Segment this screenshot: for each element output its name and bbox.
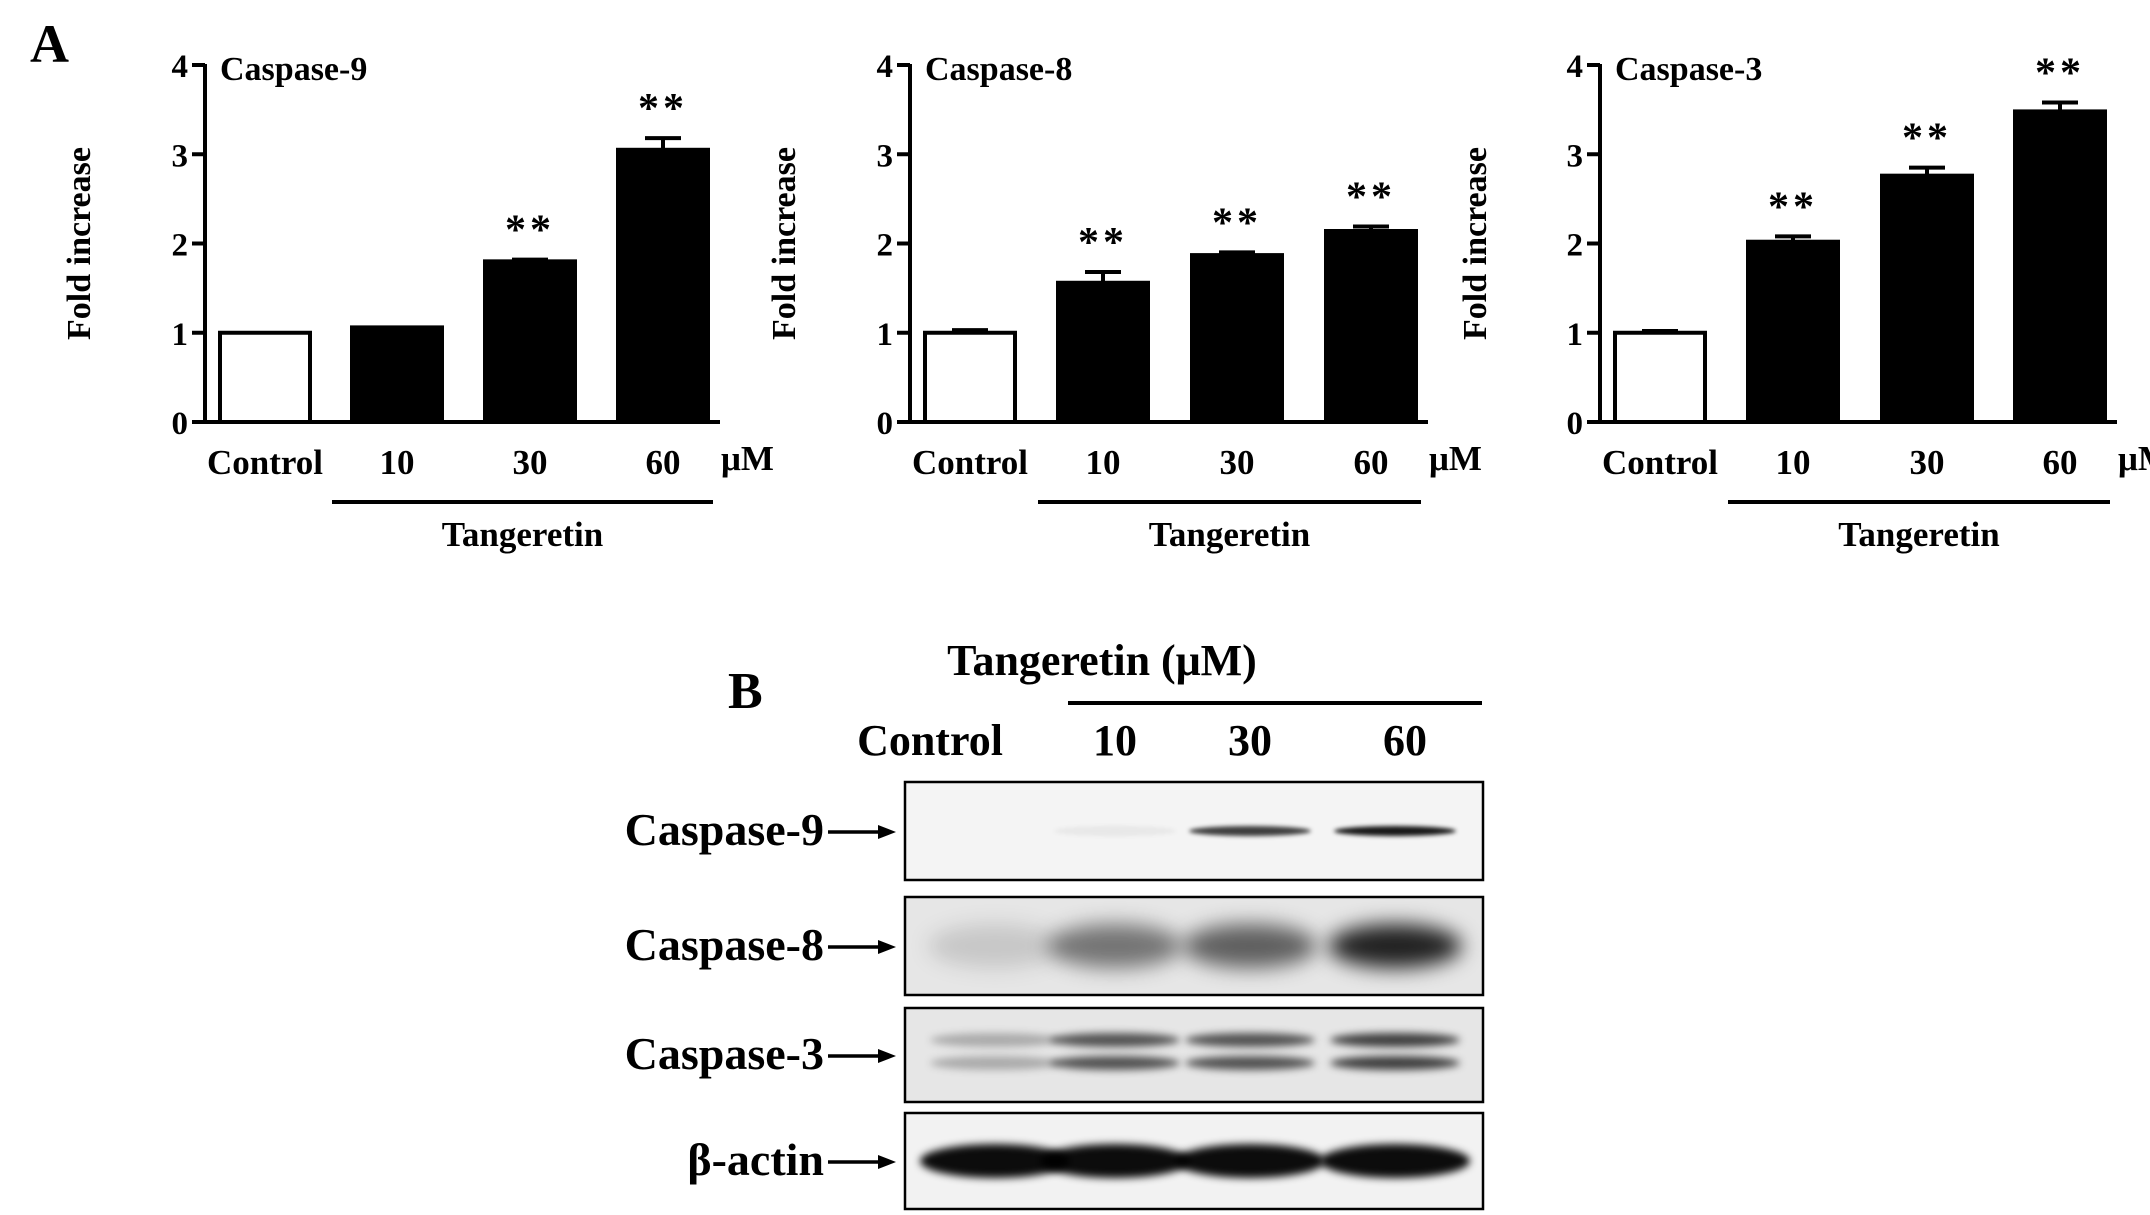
band [930, 1056, 1060, 1070]
bar-caspase-3-control [1613, 330, 1707, 424]
significance-marker: ** [505, 208, 555, 254]
blot-row-label: Caspase-9 [625, 804, 824, 855]
significance-marker: ** [1078, 220, 1128, 266]
arrow-icon [878, 1049, 896, 1063]
unit-label: μM [2118, 439, 2150, 478]
bar-caspase-9-10 [350, 325, 444, 424]
y-tick-label: 2 [877, 228, 894, 264]
y-tick-label: 3 [1567, 138, 1584, 174]
bar-caspase-3-10 [1746, 239, 1840, 424]
blot-box-caspase-3 [903, 1006, 1485, 1104]
lane-label: 30 [1228, 716, 1272, 765]
y-tick-label: 4 [1567, 49, 1584, 85]
y-tick-label: 0 [172, 406, 189, 442]
band [930, 1033, 1060, 1047]
caspase-3-chart: 0 1 2 3 4 Fold increase Caspase-3 Control ** 10 **… [1457, 49, 2150, 554]
bar-caspase-8-60 [1324, 229, 1418, 424]
y-tick-label: 3 [877, 138, 894, 174]
band [1048, 924, 1182, 968]
y-tick-label: 2 [1567, 228, 1584, 264]
y-tick-label: 4 [877, 49, 894, 85]
bar-caspase-3-30 [1880, 173, 1974, 424]
band [1320, 1144, 1470, 1178]
blot-header: Tangeretin (μM) [947, 636, 1257, 685]
bar-caspase-9-30 [483, 259, 577, 424]
x-tick-label: Control [207, 443, 323, 482]
bar-caspase-3-60 [2013, 109, 2107, 424]
significance-marker: ** [1768, 184, 1818, 230]
band [1040, 1144, 1190, 1178]
x-tick-label: 10 [380, 443, 415, 482]
x-tick-label: 10 [1776, 443, 1811, 482]
blot-row-label: Caspase-3 [625, 1028, 824, 1079]
band [1185, 1056, 1315, 1070]
significance-marker: ** [1346, 175, 1396, 221]
y-tick-label: 0 [1567, 406, 1584, 442]
x-tick-label: 60 [1354, 443, 1389, 482]
x-tick-label: 60 [2043, 443, 2078, 482]
band [1050, 1056, 1180, 1070]
x-tick-label: Control [1602, 443, 1718, 482]
blot-row-label: β-actin [687, 1134, 824, 1185]
blot-row-label: Caspase-8 [625, 919, 824, 970]
band [1183, 924, 1317, 968]
significance-marker: ** [1212, 200, 1262, 246]
chart-title: Caspase-3 [1615, 51, 1762, 88]
lane-label: 10 [1093, 716, 1137, 765]
x-tick-label: 30 [1910, 443, 1945, 482]
band [1185, 1033, 1315, 1047]
x-tick-label: 30 [513, 443, 548, 482]
group-label: Tangeretin [1838, 515, 1999, 554]
bar-caspase-8-10 [1056, 280, 1150, 424]
chart-title: Caspase-9 [220, 51, 367, 88]
y-axis-label: Fold increase [61, 147, 98, 340]
caspase-9-chart: 0 1 2 3 4 Fold increase Caspase-9 Control 10 ** 30… [61, 49, 774, 554]
bar-caspase-9-60 [616, 147, 710, 424]
bar-caspase-8-control [923, 330, 1017, 424]
y-tick-label: 2 [172, 228, 189, 264]
panel-label-b: B [728, 663, 763, 720]
y-tick-label: 1 [172, 317, 189, 353]
chart-title: Caspase-8 [925, 51, 1072, 88]
unit-label: μM [1429, 439, 1482, 478]
band [1334, 826, 1456, 836]
lane-label: Control [857, 716, 1003, 765]
y-axis-label: Fold increase [1457, 147, 1494, 340]
band [1175, 1144, 1325, 1178]
band [1330, 1056, 1460, 1070]
significance-marker: ** [1902, 116, 1952, 162]
western-blot: Control 10 30 60 Caspase-9 Caspase-8 Caspase-3… [625, 716, 1485, 1211]
band [1328, 924, 1462, 968]
y-tick-label: 1 [1567, 317, 1584, 353]
bar-caspase-9-control [218, 330, 312, 424]
band [1054, 826, 1176, 836]
significance-marker: ** [2035, 50, 2085, 96]
bar-caspase-8-30 [1190, 253, 1284, 424]
y-tick-label: 3 [172, 138, 189, 174]
unit-label: μM [721, 439, 774, 478]
x-tick-label: 10 [1086, 443, 1121, 482]
band [1050, 1033, 1180, 1047]
group-label: Tangeretin [442, 515, 603, 554]
group-label: Tangeretin [1149, 515, 1310, 554]
y-axis-label: Fold increase [766, 147, 803, 340]
arrow-icon [878, 940, 896, 954]
band [1189, 826, 1311, 836]
significance-marker: ** [638, 86, 688, 132]
x-tick-label: 30 [1220, 443, 1255, 482]
x-tick-label: Control [912, 443, 1028, 482]
arrow-icon [878, 1155, 896, 1169]
band [928, 924, 1062, 968]
caspase-8-chart: 0 1 2 3 4 Fold increase Caspase-8 Control ** 10 **… [766, 49, 1482, 554]
panel-label-a: A [30, 14, 69, 74]
arrow-icon [878, 825, 896, 839]
y-tick-label: 0 [877, 406, 894, 442]
lane-label: 60 [1383, 716, 1427, 765]
y-tick-label: 4 [172, 49, 189, 85]
y-tick-label: 1 [877, 317, 894, 353]
band [920, 1144, 1070, 1178]
x-tick-label: 60 [646, 443, 681, 482]
band [1330, 1033, 1460, 1047]
